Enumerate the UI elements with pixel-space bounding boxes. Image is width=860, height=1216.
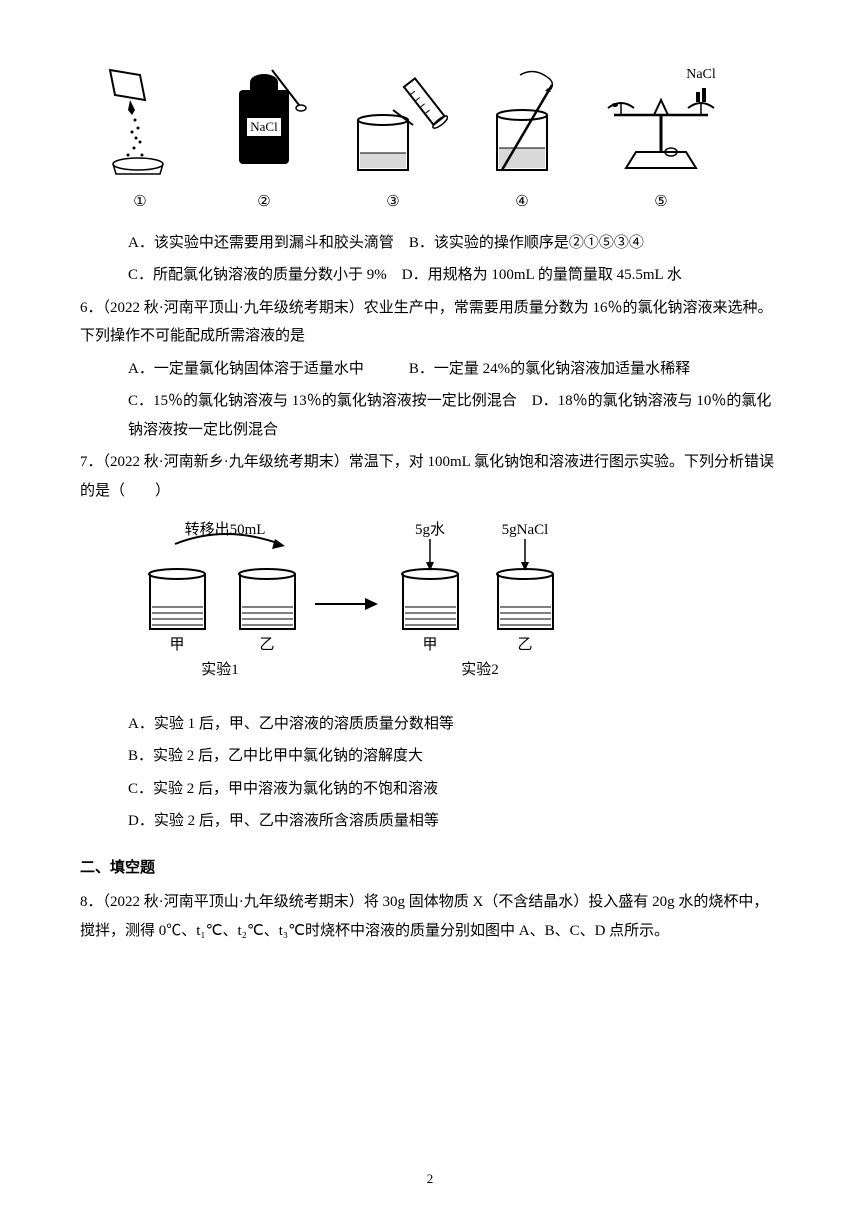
svg-text:乙: 乙 [259,637,274,653]
q5-options-ab: A．该实验中还需要用到漏斗和胶头滴管 B．该实验的操作顺序是②①⑤③④ [80,229,780,258]
q7-opt-a: A．实验 1 后，甲、乙中溶液的溶质质量分数相等 [80,710,780,739]
num-1: ① [90,188,190,217]
q6-opt-b: B．一定量 24%的氯化钠溶液加适量水稀释 [409,361,690,377]
q5-options-cd: C．所配氯化钠溶液的质量分数小于 9% D．用规格为 100mL 的量筒量取 4… [80,261,780,290]
q5-opt-b: B．该实验的操作顺序是②①⑤③④ [409,235,644,251]
q5-opt-d: D．用规格为 100mL 的量筒量取 45.5mL 水 [402,267,682,283]
q7-experiment-diagram: 转移出50mL 甲 乙 实验1 5g水 5gNaCl 甲 乙 实验2 [120,519,600,689]
q5-opt-c: C．所配氯化钠溶液的质量分数小于 9% [128,267,387,283]
svg-text:NaCl: NaCl [686,67,716,82]
q7-stem: 7．（2022 秋·河南新乡·九年级统考期末）常温下，对 100mL 氯化钠饱和… [80,448,780,505]
q6-stem: 6．（2022 秋·河南平顶山·九年级统考期末）农业生产中，常需要用质量分数为 … [80,294,780,351]
q6-options-ab: A．一定量氯化钠固体溶于适量水中 B．一定量 24%的氯化钠溶液加适量水稀释 [80,355,780,384]
svg-text:乙: 乙 [517,637,532,653]
q7-opt-b: B．实验 2 后，乙中比甲中氯化钠的溶解度大 [80,742,780,771]
apparatus-5: NaCl [596,60,726,180]
num-3: ③ [338,188,448,217]
section-2-title: 二、填空题 [80,854,780,883]
svg-text:实验2: 实验2 [461,661,499,678]
q6-opt-c: C．15％的氯化钠溶液与 13％的氯化钠溶液按一定比例混合 [128,393,517,409]
apparatus-diagram-row: NaCl NaCl [80,60,780,180]
q8-stem: 8．（2022 秋·河南平顶山·九年级统考期末）将 30g 固体物质 X（不含结… [80,888,780,945]
apparatus-3 [338,60,448,180]
svg-text:NaCl: NaCl [250,119,278,134]
q6-options-cd: C．15％的氯化钠溶液与 13％的氯化钠溶液按一定比例混合 D．18％的氯化钠溶… [80,387,780,444]
svg-text:5g水: 5g水 [415,521,445,538]
num-5: ⑤ [596,188,726,217]
num-2: ② [214,188,314,217]
q7-opt-d: D．实验 2 后，甲、乙中溶液所含溶质质量相等 [80,807,780,836]
q5-opt-a: A．该实验中还需要用到漏斗和胶头滴管 [128,235,394,251]
svg-text:甲: 甲 [169,637,184,653]
apparatus-1 [90,60,190,180]
svg-text:转移出50mL: 转移出50mL [185,521,266,538]
svg-text:5gNaCl: 5gNaCl [502,522,549,538]
page-number: 2 [0,1167,860,1192]
apparatus-2: NaCl [214,60,314,180]
q6-opt-a: A．一定量氯化钠固体溶于适量水中 [128,361,364,377]
apparatus-number-row: ① ② ③ ④ ⑤ [80,188,780,217]
svg-text:甲: 甲 [422,637,437,653]
num-4: ④ [472,188,572,217]
q7-opt-c: C．实验 2 后，甲中溶液为氯化钠的不饱和溶液 [80,775,780,804]
apparatus-4 [472,60,572,180]
svg-text:实验1: 实验1 [201,661,239,678]
